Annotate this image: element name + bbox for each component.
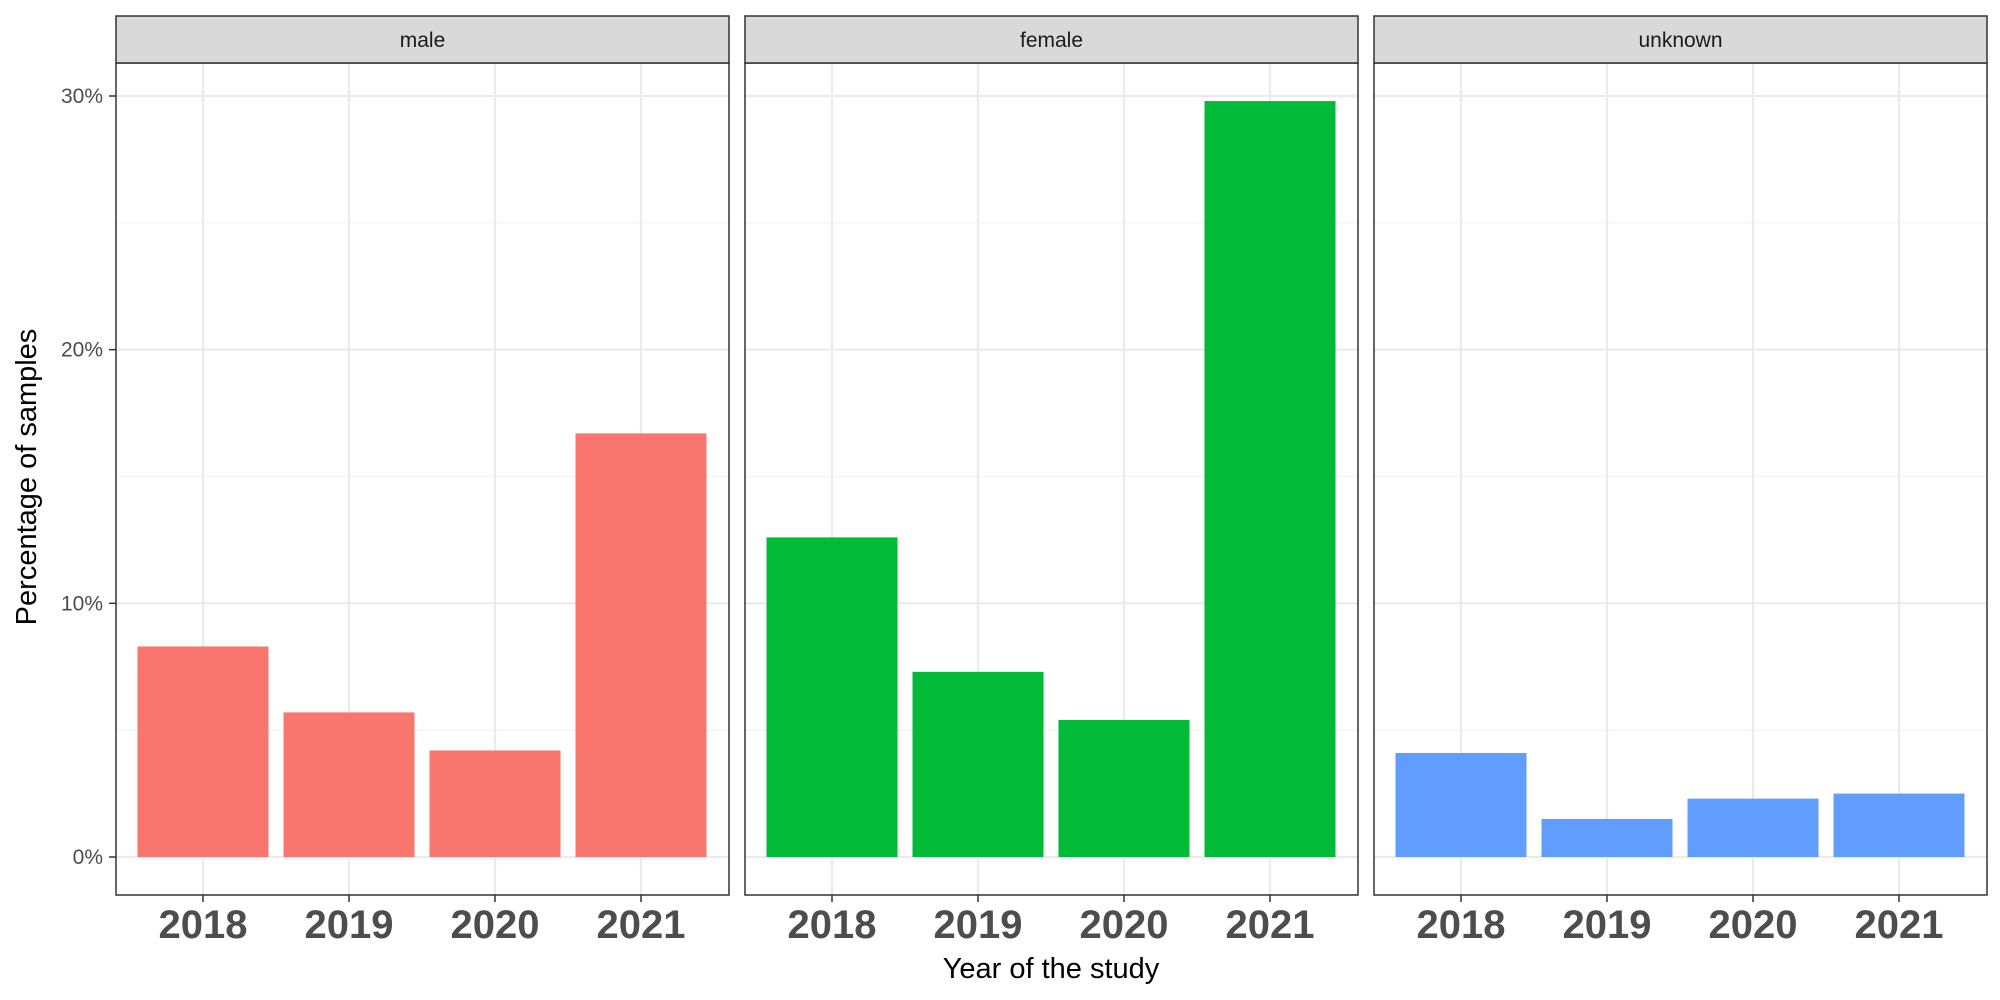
facet-label: male — [400, 29, 446, 52]
bar-female-2018 — [766, 537, 898, 857]
panel-female: female 2018 2019 2020 2021 — [744, 15, 1359, 947]
panel-unknown: unknown 2018 2019 2020 2021 — [1373, 15, 1988, 947]
bar-male-2021 — [575, 433, 707, 857]
y-axis-title: Percentage of samples — [11, 329, 43, 626]
x-tick-label: 2018 — [1417, 903, 1506, 947]
facet-label: unknown — [1638, 29, 1722, 52]
bar-male-2019 — [283, 712, 415, 857]
x-tick-label: 2021 — [1855, 903, 1944, 947]
x-axis-title: Year of the study — [943, 953, 1160, 985]
x-tick-label: 2018 — [159, 903, 248, 947]
y-tick-label: 10% — [61, 592, 103, 615]
panels: male 2018 2019 2020 2021 female 2018 2019 2020 20… — [115, 15, 1988, 947]
x-tick-label: 2019 — [934, 903, 1023, 947]
bar-unknown-2021 — [1833, 793, 1965, 857]
facet-strip — [115, 15, 730, 64]
facet-strip — [1373, 15, 1988, 64]
y-axis: 0% 10% 20% 30% — [61, 85, 116, 869]
x-tick-label: 2020 — [1709, 903, 1798, 947]
bar-male-2020 — [429, 750, 561, 857]
facet-strip — [744, 15, 1359, 64]
bar-unknown-2019 — [1541, 818, 1673, 857]
x-tick-label: 2019 — [1563, 903, 1652, 947]
bar-female-2020 — [1058, 720, 1190, 857]
bar-unknown-2020 — [1687, 798, 1819, 857]
y-tick-label: 20% — [61, 339, 103, 362]
x-tick-label: 2018 — [788, 903, 877, 947]
panel-male: male 2018 2019 2020 2021 — [115, 15, 730, 947]
x-tick-label: 2019 — [305, 903, 394, 947]
facet-label: female — [1020, 29, 1083, 52]
x-tick-label: 2021 — [597, 903, 686, 947]
bar-female-2021 — [1204, 101, 1336, 857]
x-tick-label: 2020 — [451, 903, 540, 947]
y-tick-label: 0% — [73, 846, 103, 869]
x-tick-label: 2021 — [1226, 903, 1315, 947]
bar-unknown-2018 — [1395, 752, 1527, 857]
bar-male-2018 — [137, 646, 269, 857]
y-tick-label: 30% — [61, 85, 103, 108]
x-tick-label: 2020 — [1080, 903, 1169, 947]
bar-female-2019 — [912, 671, 1044, 857]
